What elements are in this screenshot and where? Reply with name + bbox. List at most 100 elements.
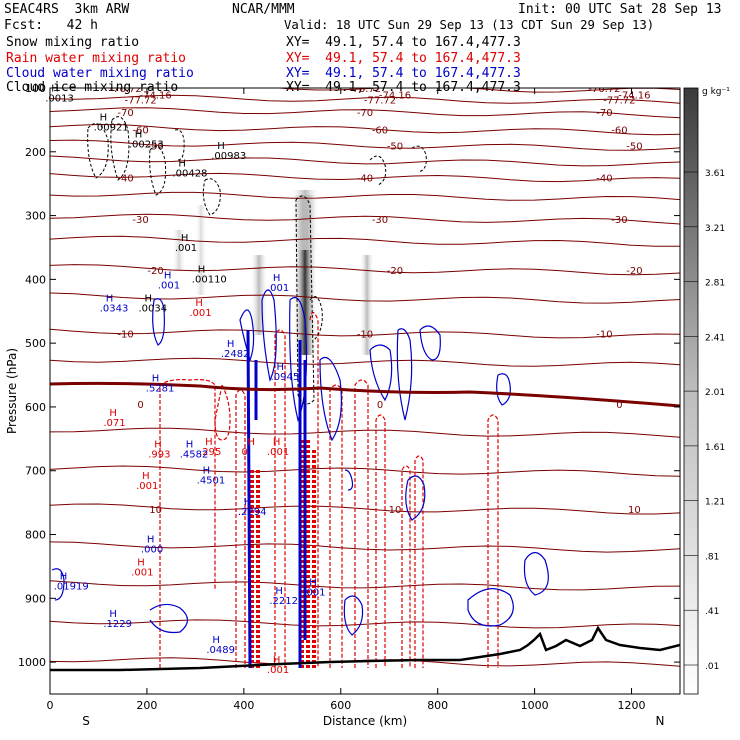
high-marker: H [244, 497, 252, 508]
rain-columns [159, 311, 499, 668]
snow-contour-2 [110, 116, 130, 181]
contour-value-label: .001 [136, 481, 158, 492]
y-tick-label: 1000 [18, 656, 46, 669]
x-end-label-right: N [656, 714, 665, 728]
rain-contour-6 [354, 379, 369, 668]
y-tick-label: 400 [25, 273, 46, 286]
x-tick-label: 1000 [521, 699, 549, 712]
temperature-contour-line [50, 139, 680, 151]
high-marker: H [178, 158, 186, 169]
y-axis-label: Pressure (hPa) [5, 348, 19, 434]
temperature-contour-label: -76.72 [588, 84, 620, 95]
temperature-contour-line [50, 357, 680, 367]
high-marker: H [212, 635, 220, 646]
temperature-contour-label: 0 [616, 400, 622, 411]
y-tick-label: 300 [25, 210, 46, 223]
temperature-contour-label: -40 [357, 173, 373, 184]
field-rain-xy: XY= 49.1, 57.4 to 167.4,477.3 [286, 51, 521, 66]
snow-contour-6 [295, 195, 315, 405]
colorbar: 3.61 3.21 2.81 2.41 2.01 1.61 1.21 .81 .41 .01 g … [683, 87, 730, 695]
snow-contour-3 [149, 146, 167, 196]
ice-shaft-right [360, 255, 374, 355]
rain-heavy-columns [250, 440, 316, 668]
rain-contour-9 [414, 455, 424, 668]
init-time: Init: 00 UTC Sat 28 Sep 13 [518, 2, 722, 17]
temperature-contour-line [50, 427, 680, 438]
temperature-contour-label: -76.72 [349, 84, 381, 95]
colorbar-tick-label: 2.41 [705, 333, 725, 343]
temperature-contour-label: -77.72 [364, 95, 396, 106]
temperature-contour-line [50, 503, 680, 515]
temperature-contour-line [50, 619, 680, 629]
contour-value-label: .00921 [94, 122, 129, 133]
temperature-contour-line [50, 94, 680, 104]
temperature-contour-line [50, 107, 680, 119]
temperature-contour-label: -30 [132, 215, 148, 226]
contour-value-label: .0013 [45, 94, 74, 105]
colorbar-tick-label: 3.61 [705, 169, 725, 179]
contour-value-label: .001 [303, 587, 325, 598]
temperature-contour-label: -76.72 [109, 84, 141, 95]
cloud-water-dense [246, 329, 307, 669]
contour-value-label: .4501 [197, 475, 226, 486]
rain-contour-3 [235, 389, 246, 668]
freezing-level-line [50, 381, 680, 408]
cloud-water-8 [419, 325, 441, 361]
ice-shaft-far-left2 [195, 205, 207, 295]
x-end-label-left: S [82, 714, 90, 728]
temperature-contour-label: -50 [387, 141, 403, 152]
temperature-contour-label: -74.16 [618, 90, 650, 101]
forecast-hour: Fcst: 42 h [4, 18, 98, 33]
colorbar-unit: g kg⁻¹ [702, 87, 730, 97]
rain-contour-7 [375, 414, 386, 668]
cloud-water-contours [51, 289, 549, 636]
x-tick-label: 400 [233, 699, 254, 712]
rain-contour-10 [487, 414, 499, 668]
high-marker: H [277, 362, 285, 373]
field-snow-label: Snow mixing ratio [6, 35, 140, 50]
temperature-contour-line [50, 235, 680, 247]
colorbar-tick-label: 3.21 [705, 224, 725, 234]
high-marker: H [195, 298, 203, 309]
snow-contour-4 [174, 129, 185, 161]
contour-value-label: .00428 [172, 168, 207, 179]
rain-contour-8 [401, 465, 411, 668]
temperature-contour-label: -70 [596, 108, 612, 119]
contour-value-label: .0489 [206, 645, 235, 656]
temperature-contour-label: -70 [117, 108, 133, 119]
contour-value-label: .295 [199, 447, 221, 458]
cloud-water-11 [467, 588, 514, 627]
contour-value-label: .0945 [271, 372, 300, 383]
high-marker: H [181, 233, 189, 244]
field-rain-label: Rain water mixing ratio [6, 51, 187, 66]
cloud-water-5 [344, 469, 354, 491]
temperature-contour-label: -40 [117, 173, 133, 184]
rain-contour-2 [214, 383, 231, 441]
colorbar-tick-label: 1.61 [705, 443, 725, 453]
colorbar-tick-label: .41 [705, 607, 719, 617]
plot-frame [49, 87, 681, 695]
contour-labels: H.0013H.00921H.00253H.00428H.00983H.001H… [45, 84, 325, 676]
field-snow-xy: XY= 49.1, 57.4 to 167.4,477.3 [286, 35, 521, 50]
contour-value-label: .001 [267, 283, 289, 294]
high-marker: H [60, 572, 68, 583]
contour-value-label: .001 [175, 243, 197, 254]
project-label: SEAC4RS 3km ARW [4, 2, 130, 17]
high-marker: H [100, 112, 108, 123]
contour-value-label: .2212 [269, 596, 298, 607]
cloud-water-4 [319, 356, 342, 442]
contour-value-label: .1229 [103, 619, 132, 630]
y-tick-label: 100 [25, 82, 46, 95]
x-tick-label: 600 [330, 699, 351, 712]
x-axis-label: Distance (km) [323, 714, 407, 728]
contour-value-label: .993 [148, 450, 170, 461]
temperature-contour-label: -10 [357, 330, 373, 341]
x-tick-label: 1200 [618, 699, 646, 712]
field-cloud-water-label: Cloud water mixing ratio [6, 66, 194, 81]
temperature-contour-label: 0 [137, 400, 143, 411]
colorbar-tick-label: 2.81 [705, 279, 725, 289]
temperature-contour-label: 10 [389, 505, 402, 516]
contour-value-label: .001 [189, 308, 211, 319]
contour-value-label: .2294 [238, 507, 267, 518]
high-marker: H [142, 471, 150, 482]
